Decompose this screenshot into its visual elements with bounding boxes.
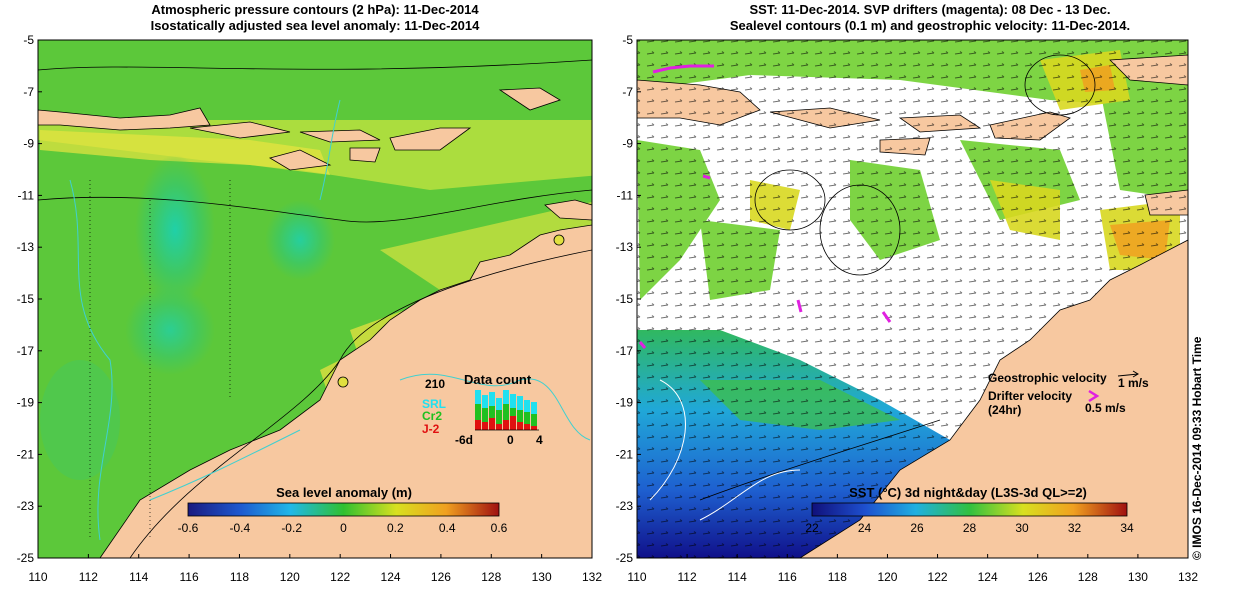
left-colorbar: Sea level anomaly (m) -0.6 -0.4 -0.2 0 0.2 0.… (178, 485, 508, 535)
right-xtick: 116 (778, 570, 797, 584)
geostrophic-scale: 1 m/s (1118, 376, 1149, 390)
right-colorbar: SST (°C) 3d night&day (L3S-3d QL>=2) 22 2… (805, 485, 1134, 535)
left-map (38, 40, 592, 558)
australia-landmass (38, 224, 592, 558)
right-colorbar-tick: 28 (963, 521, 977, 535)
left-title-2: Isostatically adjusted sea level anomaly… (150, 18, 480, 33)
data-count-xtick-0: -6d (455, 433, 473, 447)
right-colorbar-title: SST (°C) 3d night&day (L3S-3d QL>=2) (849, 485, 1087, 500)
left-xtick: 114 (129, 570, 148, 584)
left-ytick: -21 (17, 447, 35, 461)
left-xtick: 124 (381, 570, 401, 584)
right-ytick: -23 (616, 499, 634, 513)
right-ytick: -9 (622, 137, 633, 151)
right-xtick: 118 (828, 570, 847, 584)
left-ytick: -5 (23, 33, 34, 47)
left-xtick: 116 (180, 570, 199, 584)
right-colorbar-tick: 32 (1068, 521, 1082, 535)
right-xtick: 124 (978, 570, 998, 584)
right-title-1: SST: 11-Dec-2014. SVP drifters (magenta)… (749, 2, 1111, 17)
right-xtick: 130 (1128, 570, 1148, 584)
geostrophic-label: Geostrophic velocity (988, 371, 1107, 385)
velocity-legend: Geostrophic velocity 1 m/s Drifter veloc… (988, 370, 1149, 417)
left-ytick: -17 (17, 344, 35, 358)
left-colorbar-title: Sea level anomaly (m) (276, 485, 412, 500)
left-xtick: 122 (330, 570, 350, 584)
legend-cr2: Cr2 (422, 409, 442, 423)
drifter-tracks (638, 64, 892, 349)
left-ytick: -13 (17, 240, 35, 254)
right-colorbar-tick: 34 (1120, 521, 1134, 535)
left-ytick: -11 (18, 188, 35, 202)
right-ytick: -17 (616, 344, 634, 358)
left-xtick: 110 (28, 570, 47, 584)
right-ytick: -21 (616, 447, 634, 461)
left-colorbar-tick: 0.4 (439, 521, 456, 535)
right-colorbar-tick: 26 (910, 521, 924, 535)
data-count-chart: 210 Data count SRL Cr2 J-2 -6d 0 4 (422, 372, 543, 447)
left-xtick: 132 (582, 570, 602, 584)
left-xtick: 120 (280, 570, 300, 584)
left-ytick: -23 (17, 499, 35, 513)
right-xtick: 110 (627, 570, 646, 584)
right-ytick: -5 (622, 33, 633, 47)
right-xtick: 112 (678, 570, 697, 584)
left-title-1: Atmospheric pressure contours (2 hPa): 1… (151, 2, 479, 17)
legend-j2: J-2 (422, 422, 440, 436)
left-ytick: -7 (23, 85, 34, 99)
left-xtick: 130 (532, 570, 552, 584)
left-colorbar-tick: -0.2 (281, 521, 302, 535)
right-xtick: 122 (928, 570, 948, 584)
left-colorbar-tick: 0.2 (387, 521, 404, 535)
right-xtick: 126 (1028, 570, 1048, 584)
right-ytick: -15 (616, 292, 634, 306)
credit-text: © IMOS 16-Dec-2014 09:33 Hobart Time (1190, 336, 1204, 560)
left-xtick: 112 (79, 570, 98, 584)
right-colorbar-tick: 22 (805, 521, 819, 535)
left-ytick: -19 (17, 396, 35, 410)
right-ytick: -25 (616, 551, 634, 565)
left-ytick: -25 (17, 551, 35, 565)
right-ytick: -7 (622, 85, 633, 99)
legend-srl: SRL (422, 397, 446, 411)
drifter-label-24hr: (24hr) (988, 403, 1021, 417)
left-xtick: 128 (481, 570, 501, 584)
data-count-xtick-1: 0 (507, 433, 514, 447)
left-xtick: 118 (230, 570, 249, 584)
data-count-xtick-2: 4 (536, 433, 543, 447)
data-count-max: 210 (425, 377, 445, 391)
right-colorbar-tick: 30 (1015, 521, 1029, 535)
left-ytick: -15 (17, 292, 35, 306)
left-colorbar-tick: -0.6 (178, 521, 199, 535)
right-xtick: 114 (728, 570, 747, 584)
right-ytick: -13 (616, 240, 634, 254)
drifter-label: Drifter velocity (988, 389, 1072, 403)
left-colorbar-tick: 0 (340, 521, 347, 535)
right-map (637, 40, 1188, 558)
right-xtick: 120 (877, 570, 897, 584)
right-colorbar-tick: 24 (858, 521, 872, 535)
right-title-2: Sealevel contours (0.1 m) and geostrophi… (729, 18, 1131, 33)
right-xtick: 128 (1078, 570, 1098, 584)
right-ytick: -11 (617, 188, 634, 202)
left-xtick: 126 (431, 570, 451, 584)
left-colorbar-tick: -0.4 (229, 521, 250, 535)
data-count-title: Data count (464, 372, 532, 387)
right-ytick: -19 (616, 396, 634, 410)
drifter-scale: 0.5 m/s (1085, 401, 1126, 415)
right-xtick: 132 (1178, 570, 1198, 584)
left-ytick: -9 (23, 137, 34, 151)
left-colorbar-tick: 0.6 (491, 521, 508, 535)
